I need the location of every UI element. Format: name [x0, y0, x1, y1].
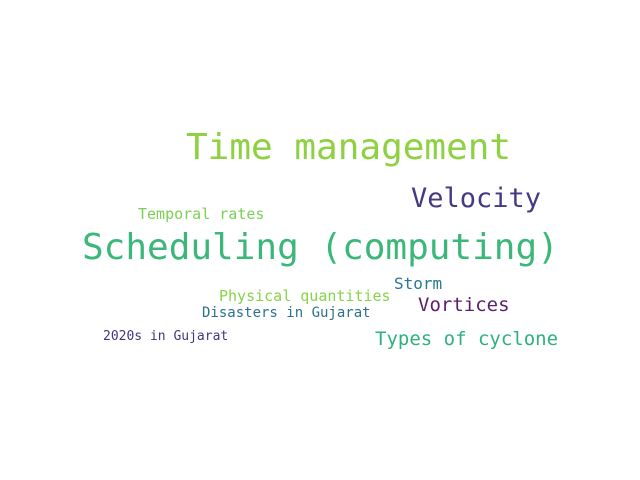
word-temporal-rates: Temporal rates — [138, 205, 265, 223]
word-physical-quantities: Physical quantities — [219, 287, 391, 305]
word-2020s-in-gujarat: 2020s in Gujarat — [103, 329, 229, 344]
word-storm: Storm — [394, 274, 443, 293]
word-time-management: Time management — [186, 127, 512, 168]
word-velocity: Velocity — [411, 183, 542, 214]
word-disasters-in-gujarat: Disasters in Gujarat — [202, 305, 371, 321]
word-types-of-cyclone: Types of cyclone — [375, 328, 559, 350]
word-vortices: Vortices — [418, 294, 510, 316]
word-scheduling-computing: Scheduling (computing) — [82, 227, 559, 268]
